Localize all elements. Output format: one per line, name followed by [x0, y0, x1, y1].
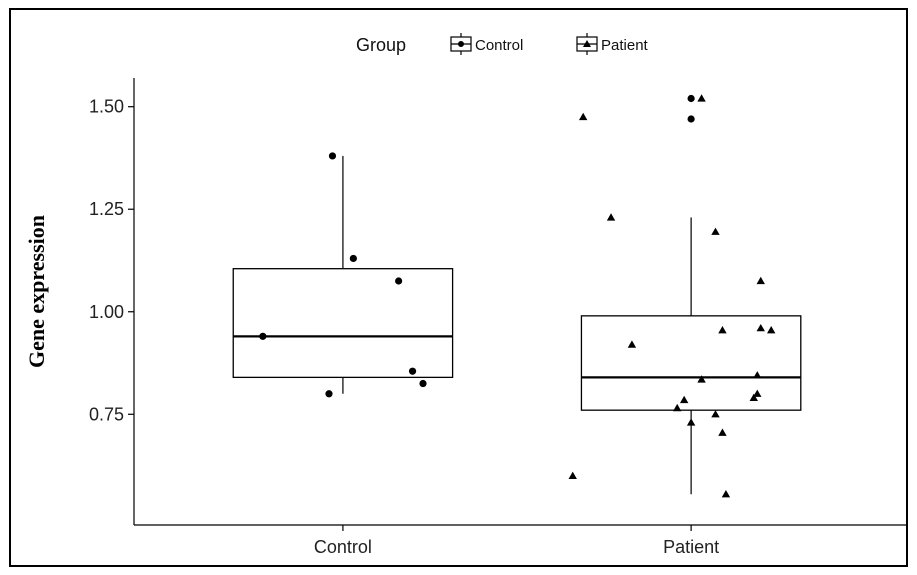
x-tick-label: Control [314, 537, 372, 557]
y-tick-label: 1.50 [89, 97, 124, 117]
data-point-circle [687, 115, 695, 123]
data-point-triangle [672, 403, 682, 412]
y-axis-title: Gene expression [24, 215, 49, 368]
data-point-triangle [749, 393, 758, 402]
data-point-triangle [753, 389, 762, 397]
data-point-circle [328, 152, 337, 160]
legend-label-control: Control [475, 37, 523, 54]
y-tick-label: 1.25 [89, 199, 124, 219]
legend-marker-triangle [583, 40, 591, 47]
y-tick-label: 0.75 [89, 404, 124, 424]
data-point-circle [408, 367, 417, 375]
data-point-triangle [679, 395, 689, 404]
data-point-triangle [721, 490, 731, 498]
data-point-triangle [686, 418, 696, 426]
data-point-triangle [578, 112, 588, 121]
data-point-triangle [767, 326, 776, 334]
data-point-circle [687, 94, 695, 103]
data-point-triangle [627, 340, 637, 348]
data-point-triangle [606, 213, 616, 221]
data-point-circle [259, 332, 267, 340]
data-point-triangle [718, 326, 727, 334]
data-point-triangle [756, 276, 765, 285]
data-point-triangle [711, 410, 720, 418]
y-tick-label: 1.00 [89, 302, 124, 322]
boxplot-chart: 0.75 1.00 1.25 1.50 Control Patient Gene expre… [24, 33, 907, 557]
data-point-circle [395, 277, 403, 285]
legend-title: Group [356, 35, 406, 55]
data-point-triangle [718, 428, 727, 436]
data-point-triangle [753, 371, 762, 379]
data-point-triangle [697, 375, 706, 383]
data-point-triangle [756, 323, 765, 332]
data-point-triangle [697, 94, 706, 102]
x-tick-label: Patient [663, 537, 719, 557]
box-control [232, 268, 454, 379]
data-point-circle [325, 390, 333, 398]
legend-marker-circle [458, 41, 464, 47]
data-point-circle [349, 254, 357, 263]
data-point-triangle [711, 227, 720, 235]
legend-label-patient: Patient [601, 37, 649, 54]
data-point-circle [419, 379, 427, 388]
box-patient [580, 315, 802, 411]
data-point-triangle [568, 471, 577, 479]
chart-frame: 0.75 1.00 1.25 1.50 Control Patient Gene expre… [9, 8, 908, 567]
